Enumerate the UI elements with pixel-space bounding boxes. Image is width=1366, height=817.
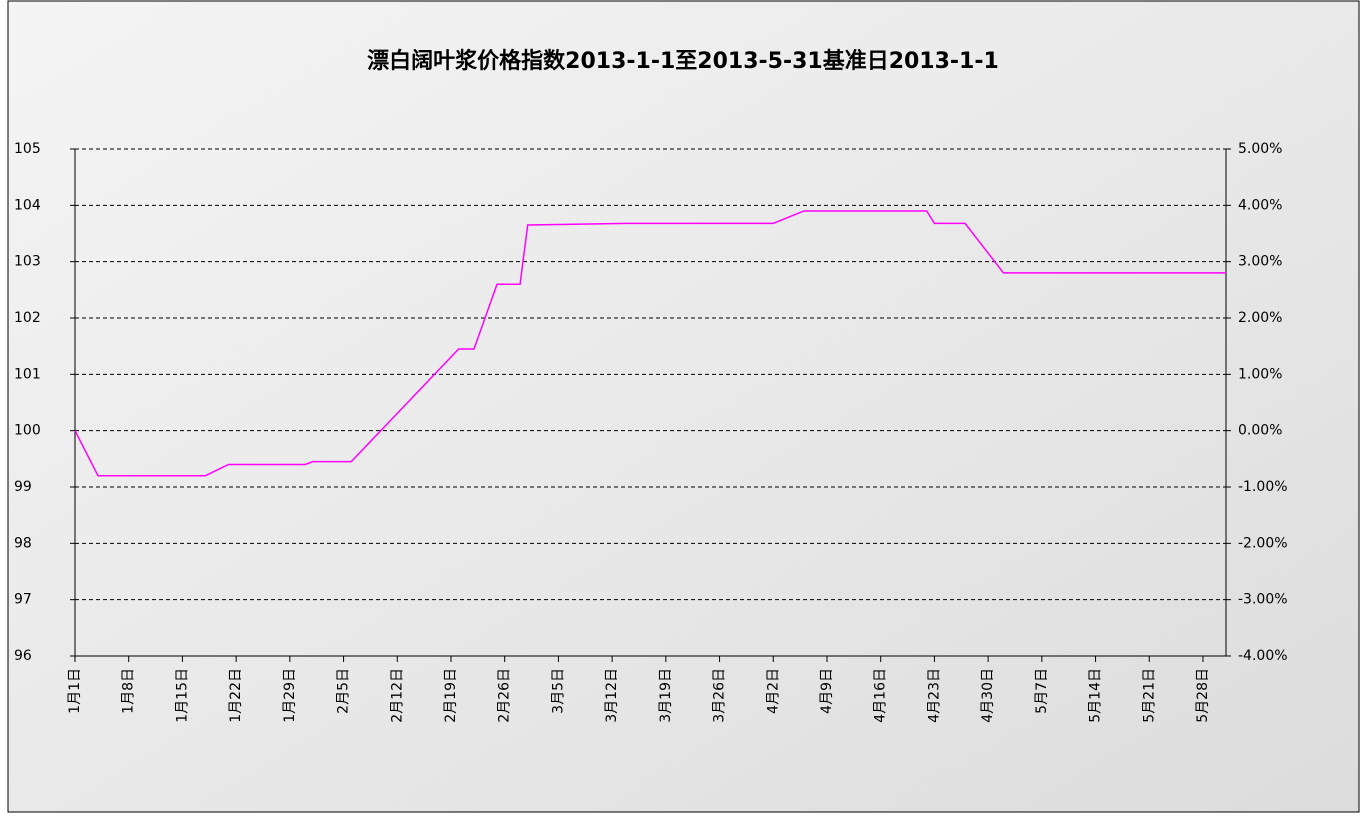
y-tick-label: 103 — [14, 254, 41, 270]
x-tick-label: 2月5日 — [336, 668, 352, 714]
y2-tick-label: -4.00% — [1238, 648, 1288, 664]
data-line — [74, 210, 1226, 477]
y-tick-label: 102 — [14, 310, 41, 326]
y2-tick-label: -2.00% — [1238, 535, 1288, 551]
y-tick-label: 99 — [14, 479, 32, 495]
y-tick-label: 98 — [14, 535, 32, 551]
x-tick-label: 2月19日 — [443, 668, 459, 723]
y-tick-label: 96 — [14, 648, 32, 664]
x-tick-label: 3月19日 — [658, 668, 674, 723]
y-tick-label: 97 — [14, 592, 32, 608]
x-tick-label: 4月30日 — [980, 668, 996, 723]
y2-tick-label: 3.00% — [1238, 254, 1282, 270]
y2-tick-label: 2.00% — [1238, 310, 1282, 326]
x-tick-label: 3月26日 — [712, 668, 728, 723]
x-tick-label: 1月15日 — [174, 668, 190, 723]
x-tick-label: 4月9日 — [819, 668, 835, 714]
y2-tick-label: 5.00% — [1238, 141, 1282, 157]
x-tick-label: 1月22日 — [228, 668, 244, 723]
y-tick-label: 104 — [14, 197, 41, 213]
x-tick-label: 1月29日 — [282, 668, 298, 723]
x-tick-label: 2月12日 — [389, 668, 405, 723]
x-tick-label: 3月5日 — [550, 668, 566, 714]
y-tick-label: 105 — [14, 141, 41, 157]
x-tick-label: 2月26日 — [497, 668, 513, 723]
x-tick-label: 4月16日 — [873, 668, 889, 723]
y2-tick-label: 0.00% — [1238, 423, 1282, 439]
y-tick-label: 100 — [14, 423, 41, 439]
y-tick-label: 101 — [14, 366, 41, 382]
x-tick-label: 4月23日 — [926, 668, 942, 723]
y2-tick-label: -1.00% — [1238, 479, 1288, 495]
x-tick-label: 5月28日 — [1195, 668, 1211, 723]
x-tick-label: 5月21日 — [1141, 668, 1157, 723]
y2-tick-label: 1.00% — [1238, 366, 1282, 382]
x-tick-label: 5月14日 — [1088, 668, 1104, 723]
x-tick-label: 5月7日 — [1034, 668, 1050, 714]
chart-title: 漂白阔叶浆价格指数2013-1-1至2013-5-31基准日2013-1-1 — [367, 48, 999, 74]
x-tick-label: 3月12日 — [604, 668, 620, 723]
y2-tick-label: 4.00% — [1238, 197, 1282, 213]
x-tick-label: 4月2日 — [765, 668, 781, 714]
frame — [7, 0, 1360, 813]
x-tick-label: 1月8日 — [121, 668, 137, 714]
x-tick-label: 1月1日 — [67, 668, 83, 714]
y2-tick-label: -3.00% — [1238, 592, 1288, 608]
